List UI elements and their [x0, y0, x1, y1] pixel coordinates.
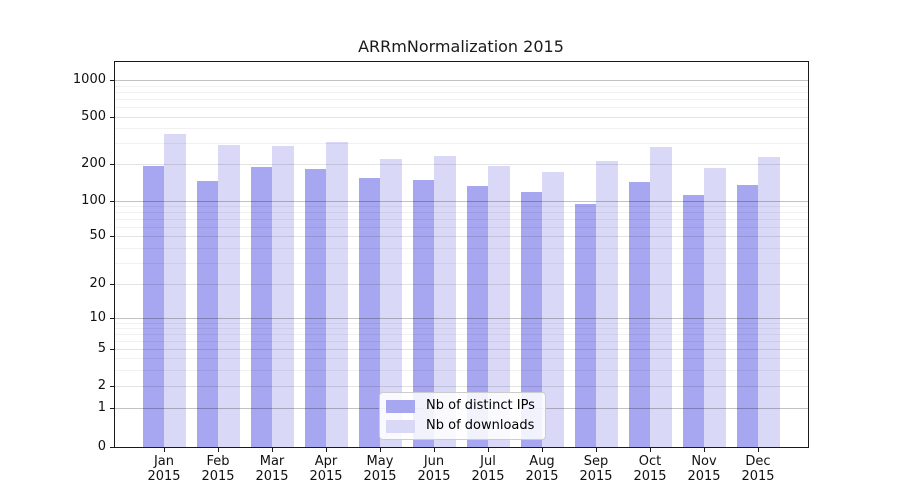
chart-title: ARRmNormalization 2015 — [358, 37, 564, 56]
bar-distinct-ips-jul — [466, 185, 488, 447]
x-tick-mark-jul — [488, 448, 489, 452]
y-axis-tick-label-50: 50 — [89, 228, 106, 243]
y-axis-tick-label-20: 20 — [89, 276, 106, 291]
bar-distinct-ips-mar — [250, 166, 272, 447]
bar-distinct-ips-aug — [520, 192, 542, 447]
bar-downloads-may — [380, 159, 402, 447]
x-tick-mark-aug — [542, 448, 543, 452]
y-axis-tick-label-1000: 1000 — [72, 72, 106, 87]
bar-distinct-ips-feb — [196, 181, 218, 447]
y-tick-mark-200 — [110, 164, 114, 165]
legend: Nb of distinct IPs Nb of downloads — [379, 392, 546, 440]
y-axis-tick-label-200: 200 — [81, 156, 106, 171]
x-tick-mark-nov — [704, 448, 705, 452]
bar-downloads-nov — [704, 168, 726, 447]
legend-entry-1: Nb of downloads — [386, 419, 535, 433]
x-tick-mark-dec — [758, 448, 759, 452]
bar-distinct-ips-sep — [574, 203, 596, 447]
y-tick-mark-100 — [110, 201, 114, 202]
x-axis-tick-label-mar: Mar 2015 — [255, 454, 289, 484]
x-axis-tick-label-jul: Jul 2015 — [471, 454, 505, 484]
bar-distinct-ips-oct — [628, 181, 650, 447]
x-tick-mark-oct — [650, 448, 651, 452]
bar-downloads-feb — [218, 145, 240, 447]
bar-distinct-ips-jun — [412, 180, 434, 447]
x-axis-tick-label-feb: Feb 2015 — [201, 454, 235, 484]
bar-downloads-sep — [596, 161, 618, 447]
y-axis-tick-label-0: 0 — [97, 439, 106, 454]
y-tick-mark-20 — [110, 284, 114, 285]
bar-downloads-aug — [542, 172, 564, 447]
x-tick-mark-jun — [434, 448, 435, 452]
x-tick-mark-apr — [326, 448, 327, 452]
x-axis-tick-label-dec: Dec 2015 — [741, 454, 775, 484]
y-tick-mark-50 — [110, 236, 114, 237]
y-tick-mark-0 — [110, 447, 114, 448]
x-tick-mark-mar — [272, 448, 273, 452]
x-axis-tick-label-jan: Jan 2015 — [147, 454, 181, 484]
right-spine — [808, 61, 809, 448]
y-axis-tick-label-500: 500 — [81, 109, 106, 124]
bar-distinct-ips-dec — [736, 184, 758, 447]
bar-downloads-jul — [488, 165, 510, 447]
legend-swatch-0 — [386, 399, 415, 413]
bar-distinct-ips-may — [358, 177, 380, 447]
x-axis-tick-label-jun: Jun 2015 — [417, 454, 451, 484]
bar-downloads-apr — [326, 141, 348, 447]
y-tick-mark-1000 — [110, 80, 114, 81]
bar-downloads-dec — [758, 157, 780, 447]
x-tick-mark-jan — [164, 448, 165, 452]
top-spine — [114, 61, 809, 62]
x-axis-tick-label-aug: Aug 2015 — [525, 454, 559, 484]
left-spine — [114, 61, 115, 448]
x-axis-tick-label-oct: Oct 2015 — [633, 454, 667, 484]
bar-distinct-ips-jan — [142, 165, 164, 447]
bar-downloads-mar — [272, 145, 294, 447]
y-tick-mark-500 — [110, 117, 114, 118]
y-axis-tick-label-10: 10 — [89, 310, 106, 325]
x-axis-tick-label-nov: Nov 2015 — [687, 454, 721, 484]
x-tick-mark-sep — [596, 448, 597, 452]
x-axis-tick-label-may: May 2015 — [363, 454, 397, 484]
y-axis-tick-label-100: 100 — [81, 193, 106, 208]
y-tick-mark-5 — [110, 349, 114, 350]
y-axis-tick-label-1: 1 — [97, 400, 106, 415]
legend-swatch-1 — [386, 419, 415, 433]
y-axis-tick-label-5: 5 — [97, 341, 106, 356]
legend-label-0: Nb of distinct IPs — [426, 398, 535, 413]
bar-distinct-ips-apr — [304, 168, 326, 447]
x-axis-tick-label-apr: Apr 2015 — [309, 454, 343, 484]
bottom-spine — [114, 447, 809, 448]
bar-downloads-jun — [434, 155, 456, 447]
x-tick-mark-feb — [218, 448, 219, 452]
y-tick-mark-10 — [110, 318, 114, 319]
y-axis-tick-label-2: 2 — [97, 378, 106, 393]
x-tick-mark-may — [380, 448, 381, 452]
x-axis-tick-label-sep: Sep 2015 — [579, 454, 613, 484]
y-tick-mark-1 — [110, 408, 114, 409]
legend-label-1: Nb of downloads — [426, 418, 535, 433]
y-tick-mark-2 — [110, 386, 114, 387]
legend-entry-0: Nb of distinct IPs — [386, 399, 535, 413]
bar-downloads-oct — [650, 147, 672, 447]
bar-downloads-jan — [164, 134, 186, 447]
bar-distinct-ips-nov — [682, 195, 704, 447]
